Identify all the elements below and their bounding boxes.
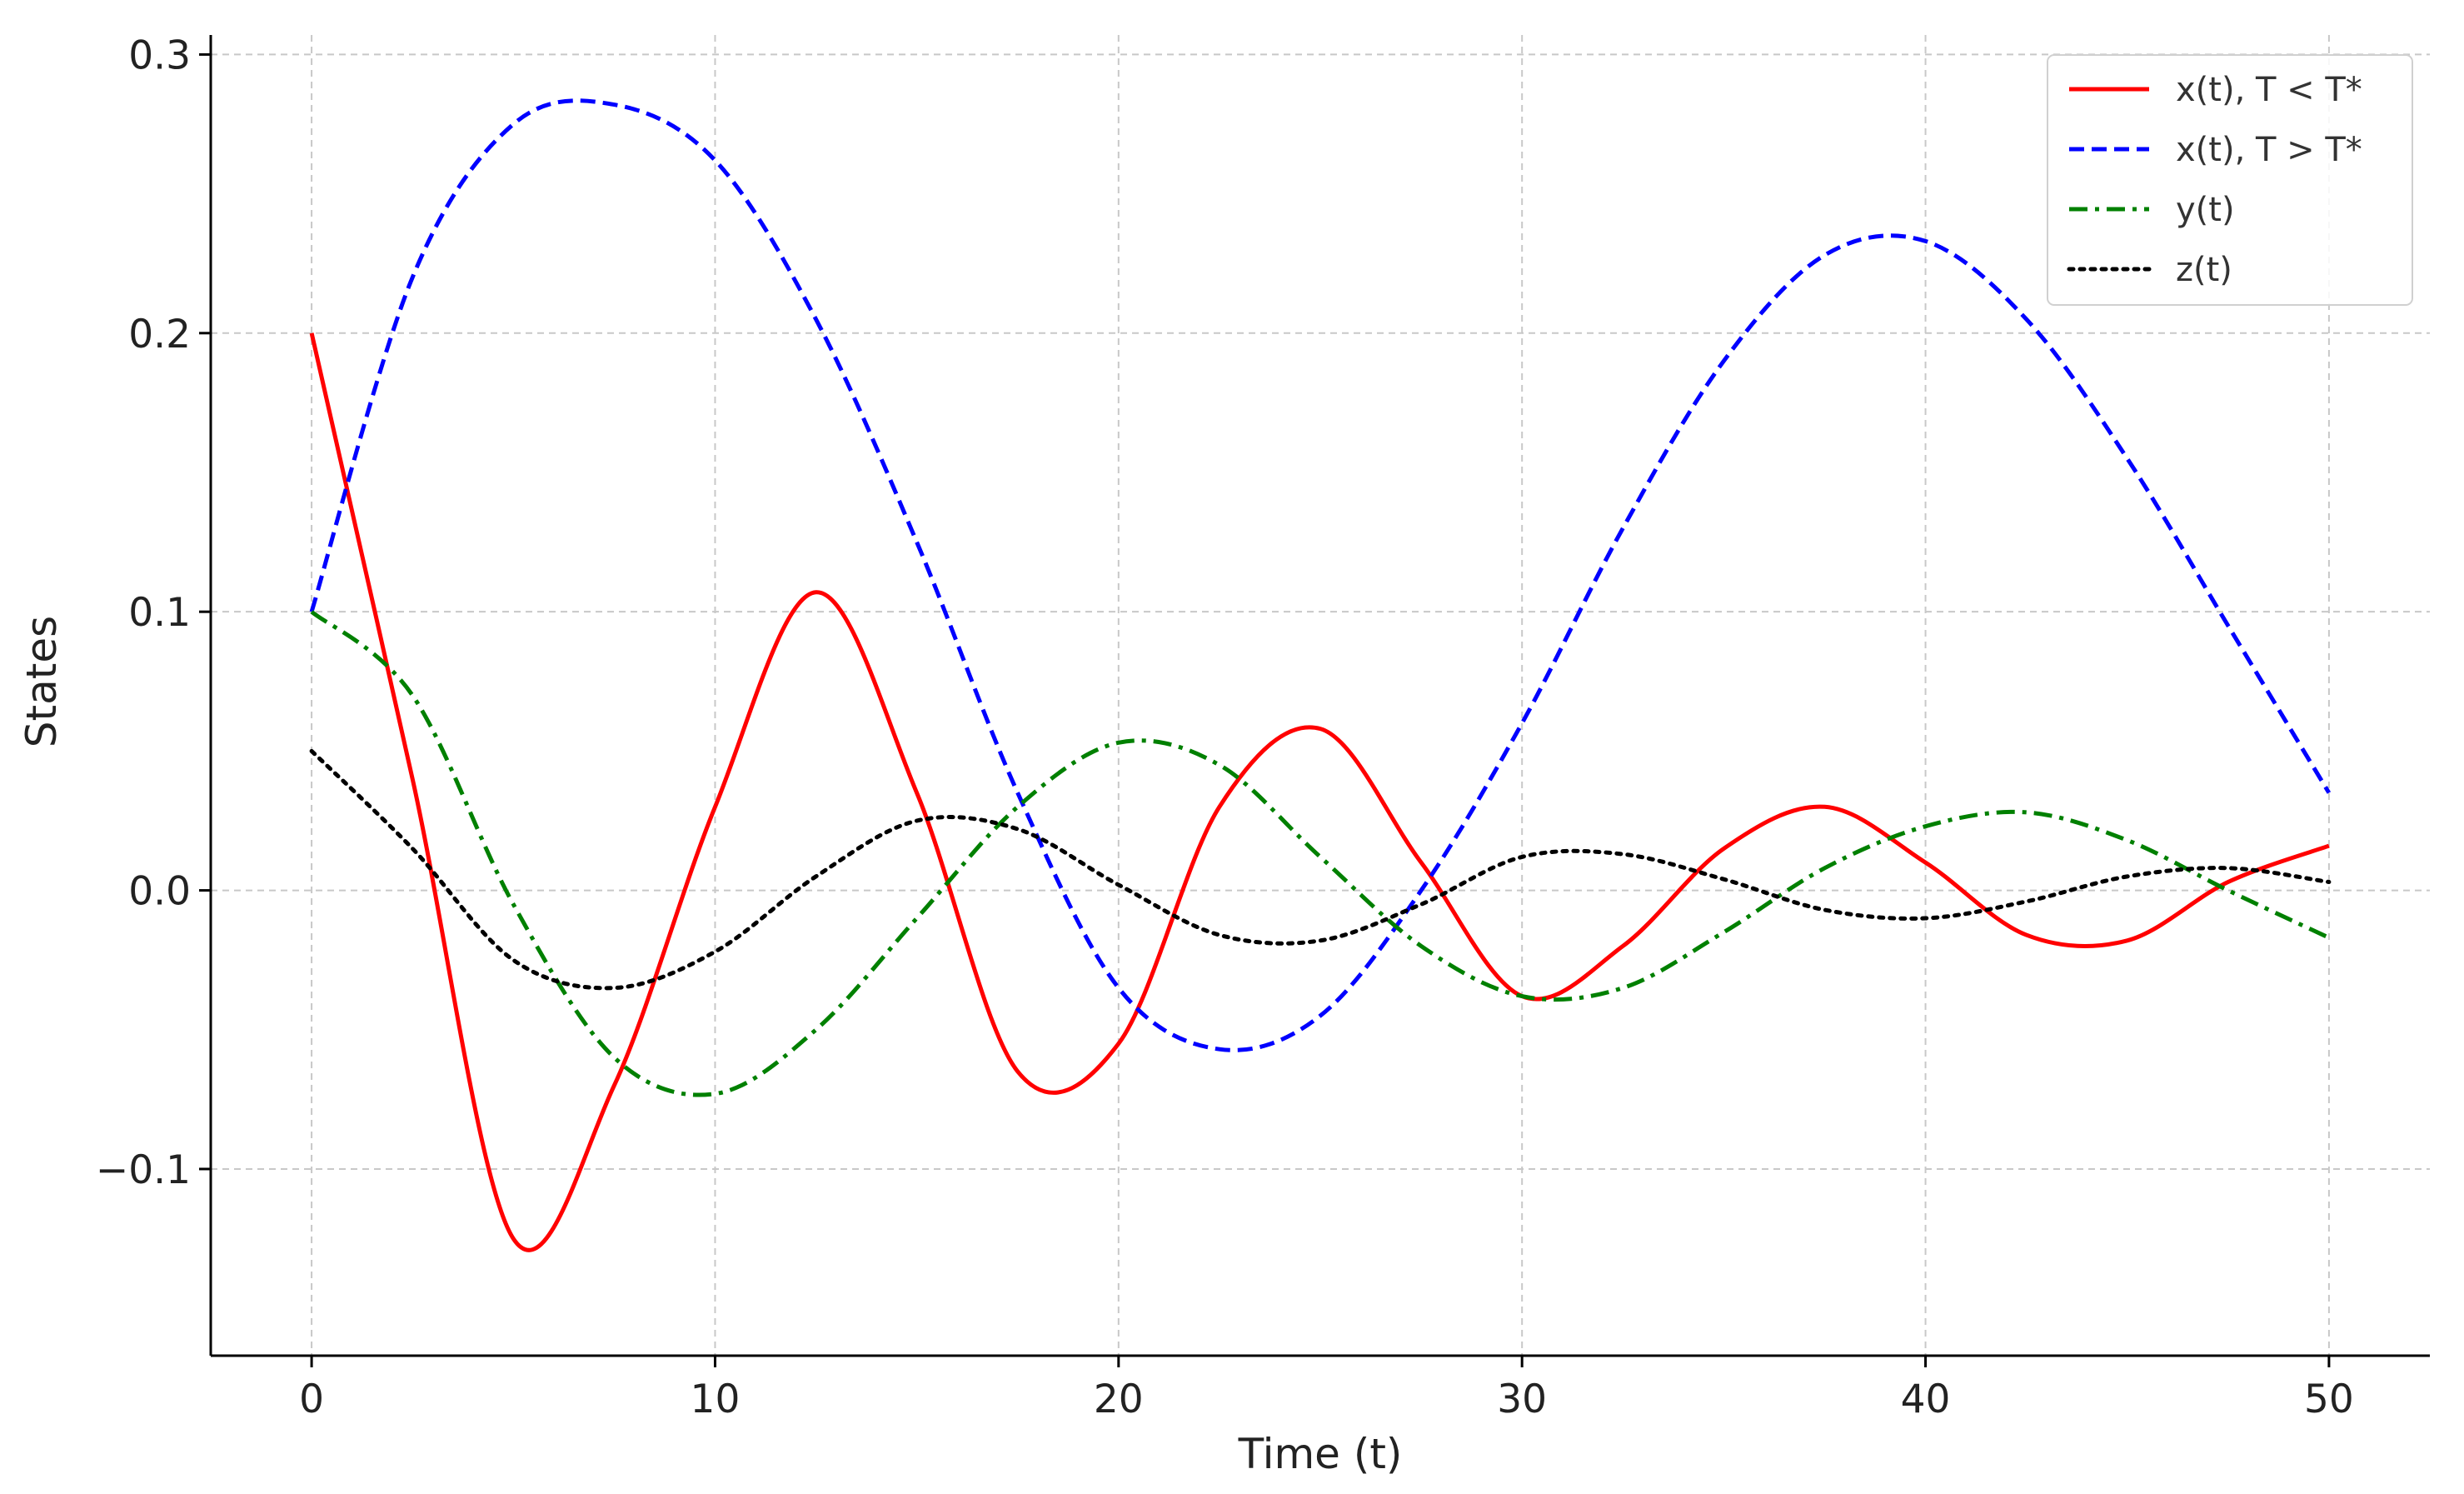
y-tick-label: −0.1 [96, 1147, 191, 1193]
x-tick-label: 50 [2304, 1377, 2354, 1422]
series-line-1 [309, 332, 2330, 1252]
series-line-4 [309, 748, 2332, 991]
y-tick-label: 0.3 [128, 32, 191, 78]
x-tick-label: 0 [299, 1377, 324, 1422]
legend-label: x(t), T < T* [2176, 71, 2362, 109]
x-tick-label: 30 [1497, 1377, 1547, 1422]
series-line-3 [310, 610, 2330, 1097]
axes [209, 35, 2430, 1357]
y-tick-label: 0.1 [128, 590, 191, 636]
x-tick-label: 20 [1094, 1377, 1144, 1422]
plot-lines [309, 98, 2332, 1252]
legend-frame [2047, 54, 2413, 306]
x-axis-label: Time (t) [1238, 1430, 1403, 1478]
x-tick-label: 10 [691, 1377, 741, 1422]
x-tick-label: 40 [1901, 1377, 1951, 1422]
y-axis-label: States [17, 616, 66, 747]
tick-marks: 0 10 20 30 40 50 −0.1 0.0 0.1 0.2 0.3 [96, 32, 2354, 1422]
legend-label: x(t), T > T* [2176, 131, 2362, 169]
series-line-2 [309, 98, 2332, 1052]
y-tick-label: 0.0 [128, 869, 191, 915]
y-tick-label: 0.2 [128, 312, 191, 357]
legend-label: z(t) [2176, 251, 2232, 289]
legend: x(t), T < T* x(t), T > T* y(t) z(t) [2047, 54, 2413, 306]
grid [211, 35, 2430, 1356]
legend-label: y(t) [2176, 191, 2235, 229]
